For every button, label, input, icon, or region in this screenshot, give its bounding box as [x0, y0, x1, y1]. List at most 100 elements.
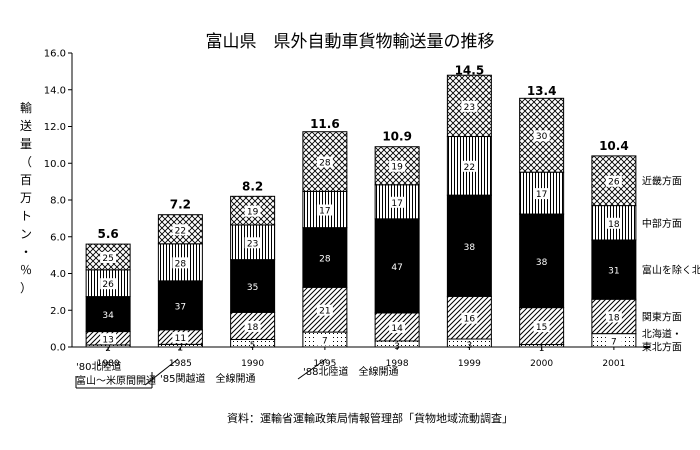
segment-label-bg [172, 224, 189, 236]
bar-total-label: 11.6 [310, 117, 340, 131]
y-axis-label-char: 量 [20, 137, 32, 151]
segment-label: 7 [322, 337, 328, 347]
segment-label-bg [244, 320, 261, 332]
legend-label: 富山を除く北陸 [642, 264, 700, 277]
segment-label-bg [605, 335, 622, 347]
segment-label-bg [461, 240, 478, 252]
y-axis-label-char: （ [20, 155, 32, 169]
segment-label-bg [316, 304, 333, 316]
segment-label-bg [389, 321, 406, 333]
bar-total-label: 10.9 [382, 130, 412, 144]
segment-label-bg [244, 280, 261, 292]
legend-label: 近畿方面 [642, 175, 682, 188]
segment-label: 17 [536, 190, 547, 200]
segment-label: 23 [247, 239, 258, 249]
segment-label-bg [244, 205, 261, 217]
x-axis-ticks: 1980 1985 1990 1995 1998 1999 2000 2001 [97, 347, 625, 369]
segment-label-bg [533, 255, 550, 267]
y-axis-label-char: ） [20, 281, 32, 295]
bar-total-label: 7.2 [170, 198, 191, 212]
x-tick-label: 1980 [97, 359, 120, 369]
segment-label-bg [605, 217, 622, 229]
segment-label-bg [100, 309, 117, 321]
y-axis-label-char: ・ [20, 245, 32, 259]
y-tick-label: 12.0 [44, 122, 66, 133]
annotation-1980-line2: 富山～米原間開通 [76, 374, 156, 387]
segment-label: 38 [536, 258, 548, 268]
segment-label-bg [316, 334, 333, 346]
annotation-1980-line1: '80北陸道 [76, 360, 121, 373]
segment-label-bg [533, 321, 550, 333]
y-axis-label-char: ン [20, 227, 32, 241]
legend: 北海道・東北方面 関東方面 富山を除く北陸中部方面 近畿方面 [642, 175, 700, 354]
annotation-1985-text: '85関越道 全線開通 [160, 372, 255, 385]
segment-label: 37 [175, 302, 186, 312]
segment-label-bg [244, 237, 261, 249]
segment-label-bg [605, 264, 622, 276]
segment-label-bg [605, 175, 622, 187]
segment-label: 16 [464, 315, 476, 325]
segment-label: 34 [102, 311, 114, 321]
segment-label-bg [389, 196, 406, 208]
annotation-1985: '85関越道 全線開通 [144, 358, 255, 386]
segment-label-bg [100, 278, 117, 290]
bar-segment [591, 239, 637, 300]
legend-label: 東北方面 [642, 340, 682, 353]
bar-total-label: 14.5 [455, 64, 485, 78]
x-tick-label: 1999 [458, 359, 481, 369]
segment-label: 47 [391, 263, 402, 273]
bar-total-label: 8.2 [242, 179, 263, 193]
bar-total-label: 10.4 [599, 139, 629, 153]
segment-label-bg [461, 100, 478, 112]
segment-label-bg [100, 333, 117, 345]
y-axis-ticks: 0.0 2.0 4.0 6.0 8.0 10.0 12.0 14.0 16.0 [44, 49, 72, 354]
bar-total-label: 13.4 [527, 84, 557, 98]
segment-label: 23 [464, 103, 475, 113]
legend-label: 北海道・ [642, 327, 682, 340]
y-axis-label-char: 万 [20, 191, 32, 205]
segment-label: 22 [175, 226, 186, 236]
segment-label: 35 [247, 283, 258, 293]
y-tick-label: 10.0 [44, 159, 66, 170]
segment-label: 18 [608, 313, 620, 323]
x-tick-label: 2001 [602, 359, 625, 369]
segment-label: 7 [611, 337, 617, 347]
segment-label: 19 [247, 208, 259, 218]
x-tick-label: 1995 [313, 359, 336, 369]
segment-label: 21 [319, 307, 330, 317]
x-tick-label: 1985 [169, 359, 192, 369]
segment-label-bg [605, 311, 622, 323]
segment-label-bg [172, 332, 189, 344]
segment-label-bg [533, 130, 550, 142]
segment-label-bg [461, 312, 478, 324]
segment-label: 26 [102, 280, 114, 290]
segment-label-bg [316, 252, 333, 264]
segment-label: 3 [467, 341, 473, 351]
y-axis-label-char: ％ [20, 263, 32, 277]
annotation-1988: '88北陸道 全線開通 [297, 358, 398, 380]
x-tick-label: 1998 [386, 359, 409, 369]
segment-label-bg [461, 160, 478, 172]
segment-label: 11 [175, 334, 186, 344]
segment-label: 17 [319, 207, 330, 217]
segment-label-bg [389, 260, 406, 272]
y-axis-label-char: ト [20, 209, 32, 223]
segment-label-bg [172, 300, 189, 312]
segment-label: 18 [608, 220, 620, 230]
annotation-1988-text: '88北陸道 全線開通 [303, 365, 398, 378]
segment-label: 5 [250, 341, 256, 351]
y-tick-label: 8.0 [50, 196, 66, 207]
segment-label-bg [533, 188, 550, 200]
segment-label: 31 [608, 267, 619, 277]
segment-label: 17 [391, 199, 402, 209]
y-tick-label: 2.0 [50, 306, 66, 317]
segment-label-bg [316, 156, 333, 168]
segment-label: 3 [394, 342, 400, 352]
segment-label-bg [100, 251, 117, 263]
segment-label: 13 [102, 335, 113, 345]
segment-label: 30 [536, 132, 548, 142]
y-tick-label: 16.0 [44, 49, 66, 60]
segment-label: 38 [464, 243, 476, 253]
